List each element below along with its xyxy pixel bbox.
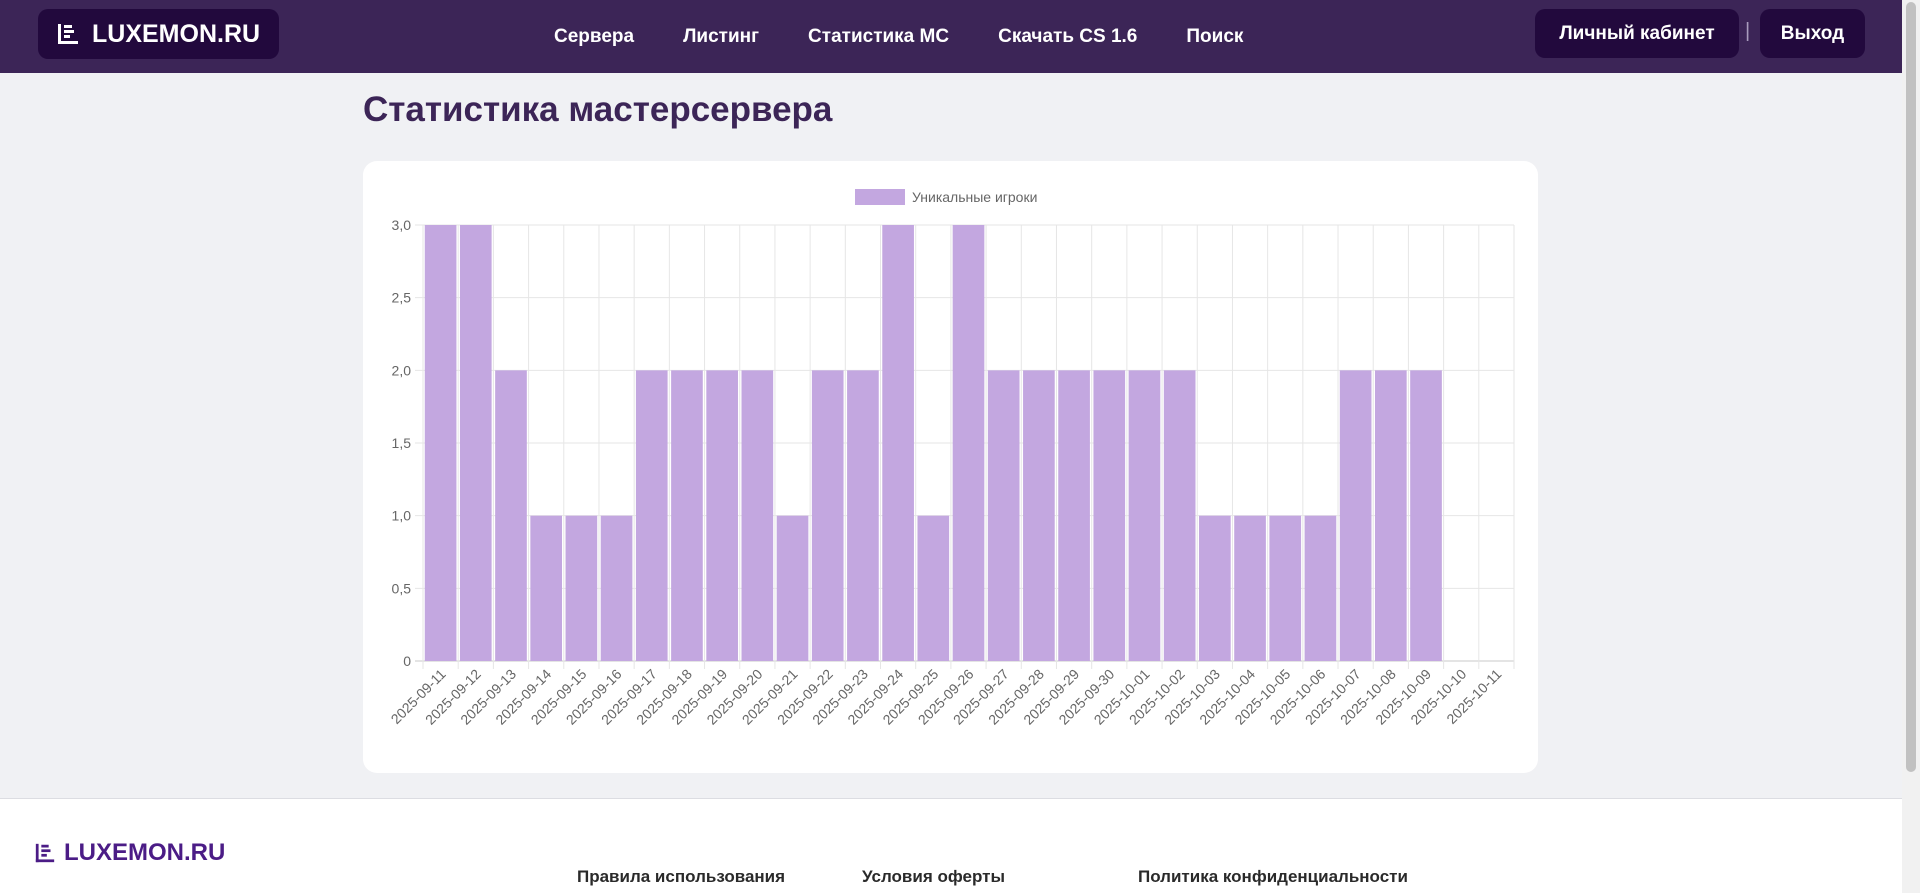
- bar: [1304, 515, 1337, 661]
- bar: [530, 515, 563, 661]
- top-navbar: LUXEMON.RU Сервера Листинг Статистика МС…: [0, 0, 1902, 73]
- bar: [847, 370, 879, 661]
- bar: [882, 225, 914, 661]
- bar: [1163, 370, 1196, 661]
- nav-download-cs[interactable]: Скачать CS 1.6: [998, 25, 1138, 47]
- bar: [495, 370, 527, 661]
- bar: [1374, 370, 1407, 661]
- account-button[interactable]: Личный кабинет: [1535, 9, 1739, 58]
- bar: [1023, 370, 1055, 661]
- y-tick-label: 3,0: [392, 217, 412, 233]
- footer: LUXEMON.RU Правила использования Условия…: [0, 798, 1902, 893]
- nav-search[interactable]: Поиск: [1186, 25, 1244, 47]
- legend-swatch: [855, 189, 905, 205]
- bar: [459, 225, 492, 661]
- bar: [1128, 370, 1161, 661]
- chart-card: 0 0,5 1,0 1,5 2,0 2,5 3,0 2025-09-11 2025-09-12 2…: [363, 161, 1538, 773]
- bar: [424, 225, 457, 661]
- bar: [917, 515, 950, 661]
- bar: [1058, 370, 1090, 661]
- bar: [565, 515, 598, 661]
- footer-logo-text: LUXEMON.RU: [64, 839, 226, 866]
- chart-logo-icon: [35, 843, 55, 863]
- bar: [1234, 515, 1266, 661]
- scrollbar-thumb[interactable]: [1906, 2, 1916, 772]
- legend-label: Уникальные игроки: [912, 189, 1037, 205]
- bar: [1410, 370, 1442, 661]
- bar: [987, 370, 1020, 661]
- bar: [776, 515, 809, 661]
- footer-link-offer[interactable]: Условия оферты: [862, 867, 1005, 886]
- bar: [1199, 515, 1231, 661]
- logout-button[interactable]: Выход: [1760, 9, 1865, 58]
- bar: [1093, 370, 1126, 661]
- y-tick-label: 2,5: [392, 290, 412, 306]
- bar: [952, 225, 985, 661]
- nav-separator: |: [1745, 20, 1751, 42]
- y-tick-label: 1,0: [392, 508, 412, 524]
- nav-ms-stats[interactable]: Статистика МС: [808, 25, 950, 47]
- bar: [706, 370, 738, 661]
- footer-logo[interactable]: LUXEMON.RU: [34, 839, 225, 867]
- nav-servers[interactable]: Сервера: [554, 25, 635, 47]
- page-scrollbar[interactable]: [1902, 0, 1920, 893]
- bar: [1269, 515, 1302, 661]
- y-tick-label: 1,5: [392, 435, 412, 451]
- bar: [635, 370, 668, 661]
- chart-logo-icon: [58, 24, 78, 44]
- y-tick-label: 2,0: [392, 362, 412, 378]
- bar: [671, 370, 703, 661]
- unique-players-chart: 00,51,01,52,02,53,02025-09-112025-09-122…: [387, 189, 1515, 728]
- main-nav: Сервера Листинг Статистика МС Скачать CS…: [554, 0, 1292, 73]
- bar: [741, 370, 774, 661]
- bar: [600, 515, 633, 661]
- logo-button[interactable]: LUXEMON.RU: [38, 9, 279, 59]
- y-tick-label: 0,5: [392, 580, 412, 596]
- footer-link-rules[interactable]: Правила использования: [577, 867, 786, 886]
- footer-link-privacy[interactable]: Политика конфиденциальности: [1138, 867, 1408, 886]
- bar: [811, 370, 844, 661]
- page-title: Статистика мастерсервера: [363, 90, 833, 129]
- nav-listing[interactable]: Листинг: [683, 25, 760, 47]
- y-tick-label: 0: [403, 653, 411, 669]
- logo-text: LUXEMON.RU: [92, 19, 261, 48]
- bar: [1339, 370, 1372, 661]
